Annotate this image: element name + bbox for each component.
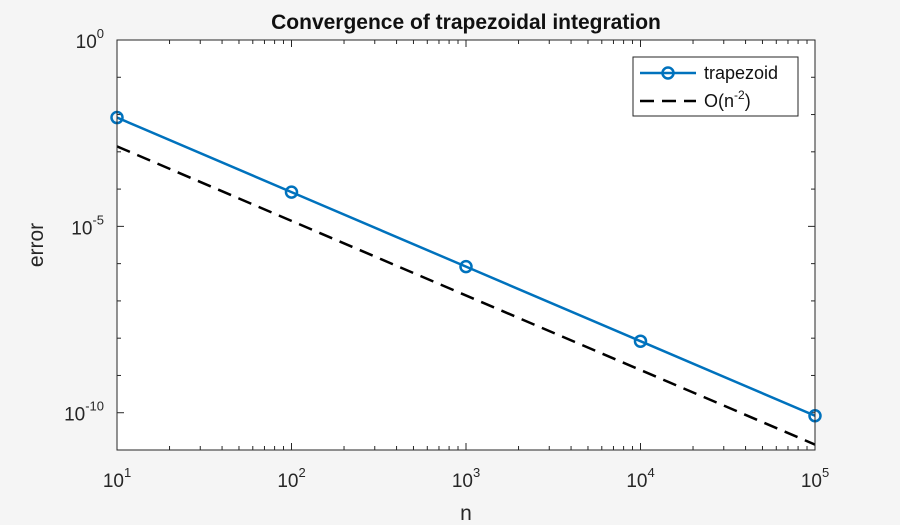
series-line (117, 116, 815, 417)
chart-title: Convergence of trapezoidal integration (271, 11, 661, 34)
y-axis-label: error (25, 223, 48, 267)
x-axis-label: n (460, 502, 472, 525)
x-tick-labels: 101 102 103 104 105 (103, 465, 829, 492)
data-point (284, 185, 299, 199)
legend-order-label: O(n-2) (704, 88, 751, 111)
data-point (459, 259, 473, 274)
data-point (633, 334, 648, 348)
x-tick-label: 103 (452, 465, 480, 492)
series-layer (110, 110, 822, 446)
legend: trapezoid O(n-2) (632, 56, 799, 117)
minor-ticks (117, 40, 815, 450)
x-tick-label: 105 (801, 465, 829, 492)
series-line (117, 145, 815, 446)
y-tick-label: 10-5 (71, 212, 104, 239)
legend-trapezoid-label: trapezoid (704, 63, 778, 83)
y-tick-label: 100 (76, 26, 104, 53)
series-0 (117, 116, 815, 417)
x-tick-label: 102 (277, 465, 305, 492)
series-1 (117, 145, 815, 446)
legend-trapezoid-marker (661, 66, 675, 80)
x-tick-label: 104 (626, 465, 654, 492)
y-tick-label: 10-10 (64, 399, 104, 426)
legend-box (632, 56, 799, 117)
axes-box (116, 39, 816, 451)
y-tick-labels: 100 10-5 10-10 (64, 26, 104, 426)
x-tick-label: 101 (103, 465, 131, 492)
